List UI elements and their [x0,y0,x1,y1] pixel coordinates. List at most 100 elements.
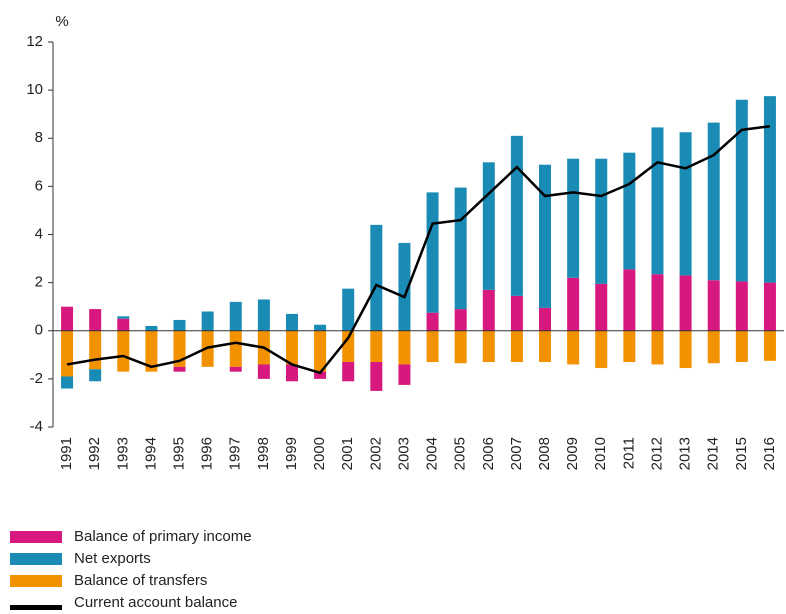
bar-segment [314,330,327,372]
bar-segment [567,158,580,278]
x-tick-label: 2007 [508,437,525,470]
x-tick-label: 2008 [536,437,553,470]
bar-segment [285,330,298,365]
bar-segment [763,330,776,361]
bar-segment [342,330,355,363]
bar-segment [707,280,720,331]
bar-segment [482,162,495,290]
bar-segment [370,224,383,331]
bar-segment [735,330,748,363]
x-tick-label: 1991 [58,437,75,470]
x-tick-label: 2005 [452,437,469,470]
bar-segment [567,277,580,331]
bar-segment [539,307,552,331]
bar-segment [679,275,692,331]
bar-segment [679,132,692,276]
bar-segment [763,282,776,331]
legend-swatch [10,605,62,610]
bar-segment [89,330,102,370]
x-tick-label: 2011 [620,437,637,469]
legend-label: Balance of primary income [74,528,252,545]
x-tick-label: 1993 [114,437,131,470]
bar-segment [229,301,242,331]
bar-segment [651,330,664,365]
bar-segment [426,192,439,313]
bar-segment [651,274,664,331]
bar-segment [257,364,270,379]
x-tick-label: 2006 [480,437,497,470]
bar-segment [454,187,467,310]
bar-segment [314,371,327,379]
bar-segment [735,281,748,331]
bar-segment [539,164,552,308]
bar-segment [117,318,130,331]
x-tick-label: 1992 [86,437,103,470]
y-tick-label: -4 [30,418,43,435]
y-tick-label: 12 [26,33,43,50]
bar-segment [510,330,523,363]
bar-segment [398,330,411,365]
x-tick-label: 2009 [564,437,581,470]
y-axis-label: % [55,13,68,30]
bar-segment [482,330,495,363]
bar-segment [426,330,439,363]
bar-segment [61,306,74,331]
bar-segment [735,99,748,282]
x-tick-label: 1994 [142,437,159,470]
y-tick-label: 8 [35,129,43,146]
bar-segment [257,299,270,331]
bar-segment [145,325,158,331]
bar-segment [482,289,495,331]
x-tick-label: 2002 [367,437,384,470]
y-tick-label: 4 [35,225,43,242]
bar-segment [595,330,608,369]
x-tick-label: 1997 [227,437,244,470]
bar-segment [342,362,355,382]
legend-swatch [10,575,62,587]
bar-segment [61,330,74,377]
bar-segment [510,135,523,296]
bar-segment [314,324,327,331]
bar-segment [145,330,158,372]
bar-segment [454,309,467,331]
bar-segment [707,122,720,281]
bar-segment [398,364,411,385]
x-tick-label: 1998 [255,437,272,470]
bar-segment [398,242,411,331]
x-tick-label: 2003 [395,437,412,470]
bar-segment [201,311,214,331]
bar-segment [229,366,242,372]
bar-segment [89,369,102,382]
legend-label: Balance of transfers [74,572,207,589]
legend-swatch [10,553,62,565]
x-tick-label: 2014 [705,437,722,470]
y-tick-label: 0 [35,322,43,339]
x-tick-label: 2000 [311,437,328,470]
x-tick-label: 2010 [592,437,609,470]
bar-segment [173,366,186,372]
bar-segment [595,283,608,331]
legend-label: Net exports [74,550,151,567]
x-tick-label: 1995 [170,437,187,470]
legend-label: Current account balance [74,594,237,611]
bar-segment [567,330,580,365]
bar-segment [117,316,130,319]
line [66,124,771,375]
x-tick-label: 2004 [424,437,441,470]
bar-segment [707,330,720,364]
bar-segment [173,330,186,367]
x-tick-label: 2012 [648,437,665,470]
bar-segment [61,376,74,389]
bar-segment [229,330,242,367]
bar-segment [679,330,692,369]
y-tick-label: -2 [30,370,43,387]
x-tick-label: 1999 [283,437,300,470]
bar-segment [623,152,636,270]
y-tick-label: 2 [35,274,43,291]
bar-segment [651,127,664,275]
bar-segment [454,330,467,364]
bar-segment [285,313,298,331]
bar-segment [623,269,636,331]
bar-segment [510,295,523,331]
